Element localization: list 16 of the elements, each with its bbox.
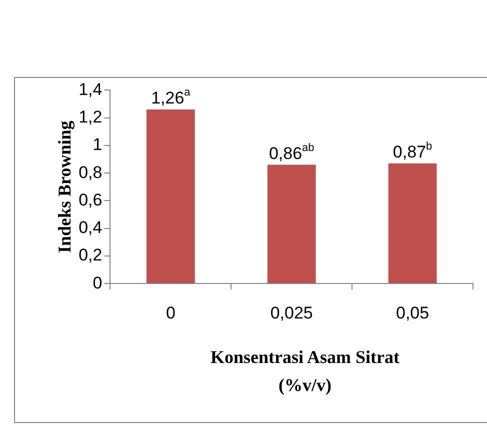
y-tick-label: 1 <box>92 135 102 154</box>
bar <box>146 110 195 284</box>
x-tick-label: 0 <box>166 303 176 322</box>
x-axis-title: Konsentrasi Asam Sitrat (%v/v) <box>210 346 400 397</box>
y-tick-label: 1,4 <box>78 80 102 99</box>
y-tick-label: 0,8 <box>78 162 102 182</box>
y-tick-label: 0,4 <box>78 218 102 238</box>
x-tick-label: 0,05 <box>396 303 430 322</box>
x-tick-label: 0,025 <box>270 303 313 322</box>
bar <box>267 164 316 284</box>
y-axis-title: Indeks Browning <box>54 120 74 254</box>
y-tick-label: 0 <box>92 273 102 292</box>
bar <box>388 163 437 284</box>
y-tick-label: 1,2 <box>78 108 102 127</box>
y-tick-label: 0,2 <box>78 246 102 265</box>
y-tick-label: 0,6 <box>78 190 102 210</box>
